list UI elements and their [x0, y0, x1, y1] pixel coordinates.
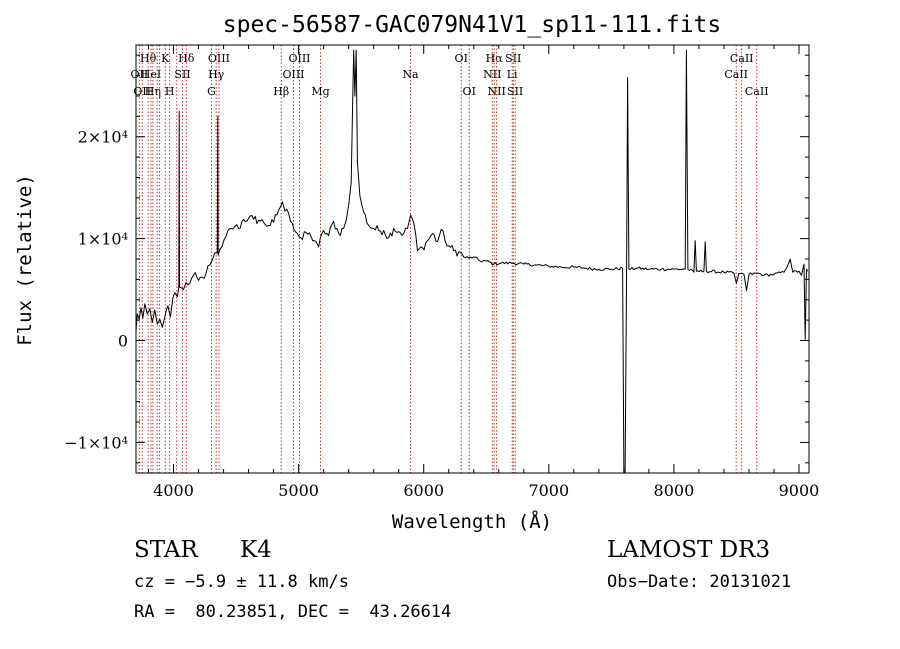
line-marker-label: Hα: [486, 52, 504, 65]
object-class: STAR: [134, 537, 198, 563]
line-marker-label: OII: [131, 68, 149, 81]
spectrum-line: [135, 49, 809, 474]
line-marker-label: OI: [455, 52, 468, 65]
line-marker-label: Na: [402, 68, 419, 81]
line-marker-label: K: [161, 52, 170, 65]
line-marker-label: HeI: [141, 68, 161, 81]
y-tick-label: 0: [118, 332, 128, 351]
line-marker-label: CaII: [730, 52, 754, 65]
x-tick-label: 4000: [153, 481, 194, 500]
line-marker-label: CaII: [745, 85, 769, 98]
line-marker-label: Li: [507, 68, 518, 81]
chart-title: spec-56587-GAC079N41V1_sp11-111.fits: [223, 12, 722, 38]
y-tick-label: 1×10⁴: [78, 230, 128, 249]
x-tick-label: 9000: [779, 481, 820, 500]
axis-ticks: 4000 5000 6000 7000 8000 9000 −1×10⁴ 0 1×10⁴ 2×10…: [64, 45, 819, 500]
line-marker-label: G: [207, 85, 216, 98]
line-marker-label: OIII: [282, 68, 304, 81]
line-marker-label: SII: [507, 85, 523, 98]
plot-frame: [135, 44, 810, 474]
line-marker-label: NII: [483, 68, 501, 81]
line-marker-label: H: [165, 85, 175, 98]
line-marker-label: OI: [463, 85, 476, 98]
line-marker-label: Mg: [311, 85, 329, 98]
x-tick-label: 6000: [403, 481, 444, 500]
line-marker-label: Hδ: [178, 52, 195, 65]
line-marker-label: OIII: [208, 52, 230, 65]
line-marker-label: Hη: [145, 85, 161, 98]
line-marker-label: Hθ: [140, 52, 157, 65]
observation-date: Obs−Date: 20131021: [607, 572, 792, 592]
redshift-velocity: cz = −5.9 ± 11.8 km/s: [134, 572, 349, 592]
line-marker-label: CaII: [724, 68, 748, 81]
object-subclass: K4: [240, 537, 272, 563]
line-marker-label: NII: [487, 85, 505, 98]
y-axis-label: Flux (relative): [14, 174, 36, 346]
y-tick-label: 2×10⁴: [78, 128, 128, 147]
emission-line-markers: OII OII Hθ HeI Hη K H SII Hδ G Hγ OIII Hβ OIII OIII Mg N…: [131, 45, 769, 473]
line-marker-label: OIII: [288, 52, 310, 65]
line-marker-label: Hβ: [273, 85, 289, 98]
line-marker-label: Hγ: [208, 68, 225, 81]
line-marker-label: SII: [505, 52, 521, 65]
x-axis-label: Wavelength (Å): [392, 510, 552, 533]
line-marker-label: SII: [174, 68, 190, 81]
line-marker-label: OII: [133, 85, 151, 98]
y-tick-label: −1×10⁴: [64, 433, 128, 452]
survey-name: LAMOST DR3: [607, 537, 771, 563]
spectrum-series: [135, 49, 809, 474]
x-tick-label: 8000: [654, 481, 695, 500]
x-tick-label: 7000: [528, 481, 569, 500]
x-tick-label: 5000: [278, 481, 319, 500]
coordinates: RA = 80.23851, DEC = 43.26614: [134, 602, 452, 622]
